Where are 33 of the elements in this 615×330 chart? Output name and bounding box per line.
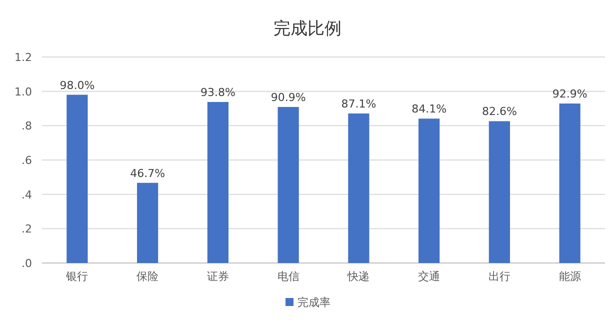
data-label: 98.0%	[60, 78, 95, 92]
data-label: 46.7%	[130, 166, 166, 180]
x-tick-label: 保险	[136, 270, 159, 283]
data-label: 92.9%	[552, 88, 588, 101]
bar	[137, 182, 158, 263]
y-tick-label: 1.2	[14, 51, 32, 64]
legend-label: 完成率	[298, 296, 330, 309]
bar	[559, 104, 580, 263]
data-label: 82.6%	[482, 105, 517, 118]
bar	[418, 118, 440, 263]
y-tick-label: .4	[22, 188, 32, 202]
x-tick-label: 交通	[418, 270, 440, 283]
data-label: 90.9%	[270, 90, 306, 104]
bar	[488, 121, 510, 263]
data-label: 84.1%	[412, 102, 447, 116]
chart-title: 完成比例	[274, 19, 342, 39]
x-tick-label: 出行	[488, 270, 510, 283]
x-tick-label: 银行	[65, 270, 88, 283]
y-tick-label: .0	[22, 257, 32, 270]
data-label: 87.1%	[341, 97, 376, 110]
x-tick-label: 能源	[558, 270, 581, 283]
y-tick-label: .6	[22, 154, 32, 167]
x-tick-label: 证券	[206, 270, 229, 283]
x-tick-label: 快递	[346, 270, 370, 283]
bar	[66, 94, 88, 263]
data-label: 93.8%	[200, 86, 236, 99]
y-tick-label: .2	[22, 222, 32, 236]
x-tick-label: 电信	[277, 270, 300, 283]
bar	[207, 102, 228, 263]
bar	[278, 106, 299, 263]
bar	[348, 113, 370, 263]
y-tick-label: 1.0	[14, 85, 32, 98]
y-tick-label: .8	[22, 120, 32, 133]
